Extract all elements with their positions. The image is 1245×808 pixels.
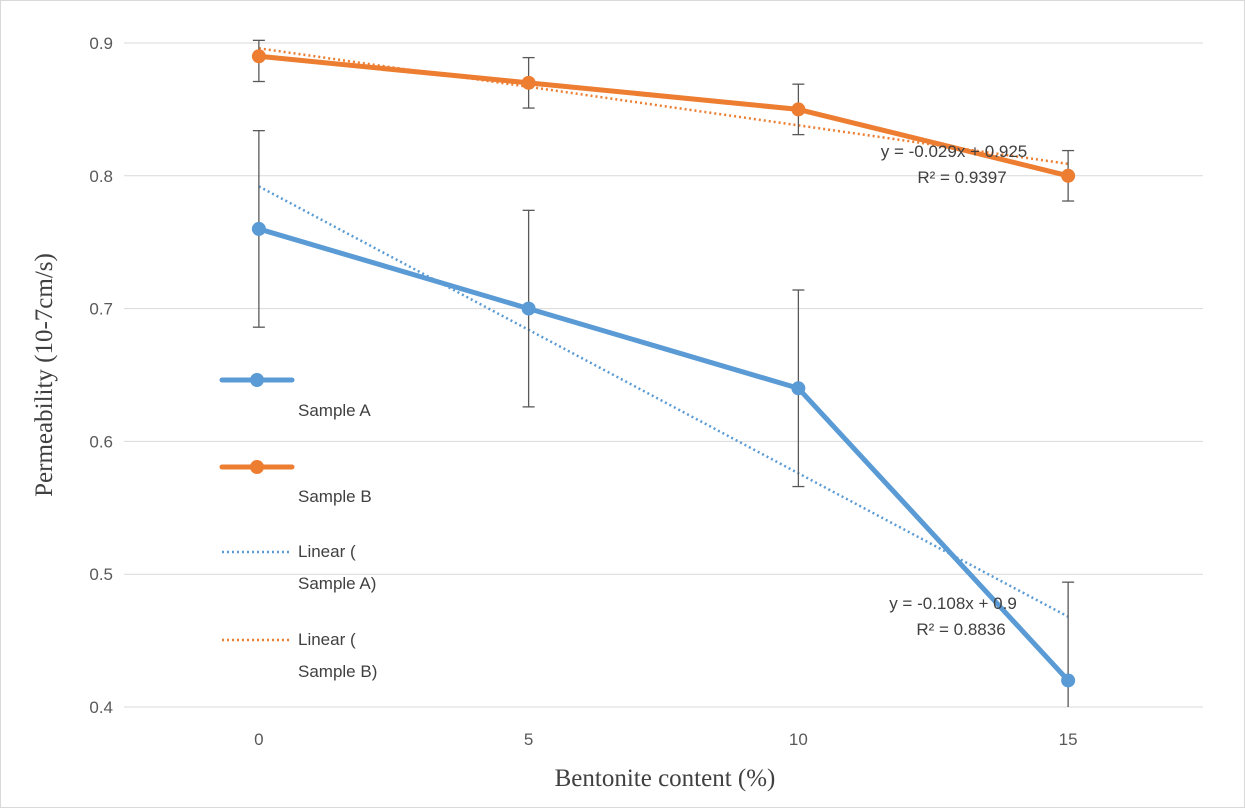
legend: Sample A Sample B Linear ( Sample A) Linear … xyxy=(219,373,377,681)
gridlines xyxy=(124,42,1203,708)
trendline-equations: y = -0.108x + 0.9 R² = 0.8836 y = -0.029x … xyxy=(881,142,1028,639)
data-point xyxy=(251,221,266,236)
x-tick-label: 15 xyxy=(1059,730,1078,749)
data-point xyxy=(521,301,536,316)
data-point xyxy=(791,381,806,396)
trendline-equation: y = -0.108x + 0.9 xyxy=(889,594,1017,613)
series-line xyxy=(256,226,1071,683)
x-tick-label: 10 xyxy=(789,730,808,749)
trendline-r2: R² = 0.8836 xyxy=(916,620,1005,639)
data-point xyxy=(521,75,536,90)
data-point xyxy=(1061,168,1076,183)
legend-label: Linear ( xyxy=(298,542,356,561)
y-tick-label: 0.4 xyxy=(89,698,113,717)
data-point xyxy=(251,49,266,64)
legend-marker xyxy=(250,373,264,387)
x-axis-ticks: 0 5 10 15 xyxy=(254,730,1077,749)
y-tick-label: 0.8 xyxy=(89,167,113,186)
legend-label: Sample B xyxy=(298,487,372,506)
y-tick-label: 0.9 xyxy=(89,34,113,53)
legend-label: Sample A xyxy=(298,401,371,420)
y-tick-label: 0.6 xyxy=(89,432,113,451)
trendline-r2: R² = 0.9397 xyxy=(917,168,1006,187)
trendline-equation: y = -0.029x + 0.925 xyxy=(881,142,1028,161)
y-tick-label: 0.7 xyxy=(89,300,113,319)
y-tick-label: 0.5 xyxy=(89,565,113,584)
data-point xyxy=(1061,673,1076,688)
x-tick-label: 5 xyxy=(524,730,533,749)
series-lines xyxy=(251,49,1076,688)
trendlines xyxy=(258,47,1069,618)
legend-label: Linear ( xyxy=(298,630,356,649)
series-line xyxy=(256,53,1071,179)
legend-label: Sample A) xyxy=(298,574,376,593)
x-axis-title: Bentonite content (%) xyxy=(555,765,776,792)
y-axis-ticks: 0.4 0.5 0.6 0.7 0.8 0.9 xyxy=(89,34,113,717)
legend-label: Sample B) xyxy=(298,662,377,681)
legend-marker xyxy=(250,460,264,474)
y-axis-title: Permeability (10-7cm/s) xyxy=(31,253,58,497)
data-point xyxy=(791,102,806,117)
x-tick-label: 0 xyxy=(254,730,263,749)
